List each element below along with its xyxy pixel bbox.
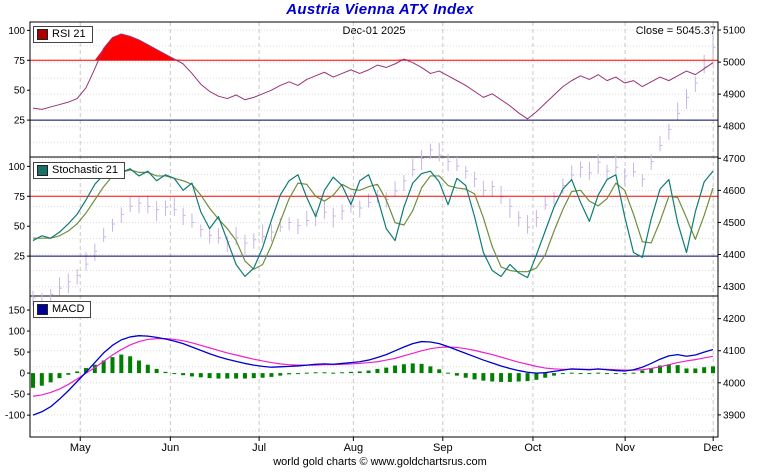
month-label: Nov — [615, 442, 635, 454]
month-label: Dec — [703, 442, 723, 454]
footer-credit: world gold charts © www.goldchartsrus.co… — [273, 456, 487, 468]
month-label: May — [70, 442, 91, 454]
price-axis-label: 5000 — [723, 58, 746, 69]
stoch-axis-label: 50 — [14, 222, 26, 233]
stochastic-legend-label: Stochastic 21 — [52, 164, 119, 176]
price-axis-label: 4900 — [723, 90, 746, 101]
chart-border — [29, 21, 719, 438]
rsi-axis-label: 25 — [14, 116, 26, 127]
stochastic-swatch-icon — [37, 165, 48, 176]
date-label: Dec-01 2025 — [342, 25, 406, 37]
macd-axis-label: 100 — [8, 327, 25, 338]
rsi-axis-label: 100 — [8, 26, 25, 37]
macd-swatch-icon — [37, 304, 48, 315]
month-label: Jul — [252, 442, 266, 454]
rsi-legend: RSI 21 — [33, 26, 93, 43]
rsi-line — [32, 33, 714, 120]
price-axis-label: 4700 — [723, 154, 746, 165]
stochastic-k-line — [32, 168, 714, 279]
rsi-axis-label: 50 — [14, 86, 26, 97]
price-axis-label: 4600 — [723, 186, 746, 197]
macd-axis-label: -100 — [5, 411, 25, 422]
price-axis-label: 5100 — [723, 26, 746, 37]
price-axis-label: 4300 — [723, 282, 746, 293]
price-gridlines — [30, 29, 718, 432]
month-label: Sep — [433, 442, 453, 454]
rsi-swatch-icon — [37, 29, 48, 40]
macd-legend: MACD — [33, 301, 92, 318]
price-axis-label: 4000 — [723, 378, 746, 389]
stoch-axis-label: 100 — [8, 162, 25, 173]
price-axis-label: 4800 — [723, 122, 746, 133]
stoch-axis-label: 75 — [14, 192, 26, 203]
macd-legend-label: MACD — [52, 303, 85, 315]
month-label: Oct — [524, 442, 541, 454]
stoch-axis-label: 25 — [14, 252, 26, 263]
month-label: Jun — [161, 442, 179, 454]
rsi-overbought-fill — [33, 33, 713, 61]
macd-signal-line — [32, 338, 714, 397]
macd-axis-label: 50 — [14, 348, 26, 359]
price-axis-label: 3900 — [723, 410, 746, 421]
macd-axis-label: 150 — [8, 306, 25, 317]
price-axis-label: 4100 — [723, 346, 746, 357]
rsi-legend-label: RSI 21 — [52, 28, 86, 40]
macd-axis-label: -50 — [11, 390, 26, 401]
month-label: Aug — [344, 442, 364, 454]
rsi-axis-label: 75 — [14, 56, 26, 67]
price-bars — [32, 33, 716, 309]
price-axis-label: 4500 — [723, 218, 746, 229]
stochastic-legend: Stochastic 21 — [33, 162, 126, 179]
macd-line — [32, 335, 714, 416]
price-axis-label: 4200 — [723, 314, 746, 325]
page-title: Austria Vienna ATX Index — [286, 1, 474, 18]
macd-axis-label: 0 — [19, 369, 25, 380]
price-axis-label: 4400 — [723, 250, 746, 261]
macd-histogram — [31, 354, 715, 388]
close-label: Close = 5045.37 — [635, 25, 716, 37]
